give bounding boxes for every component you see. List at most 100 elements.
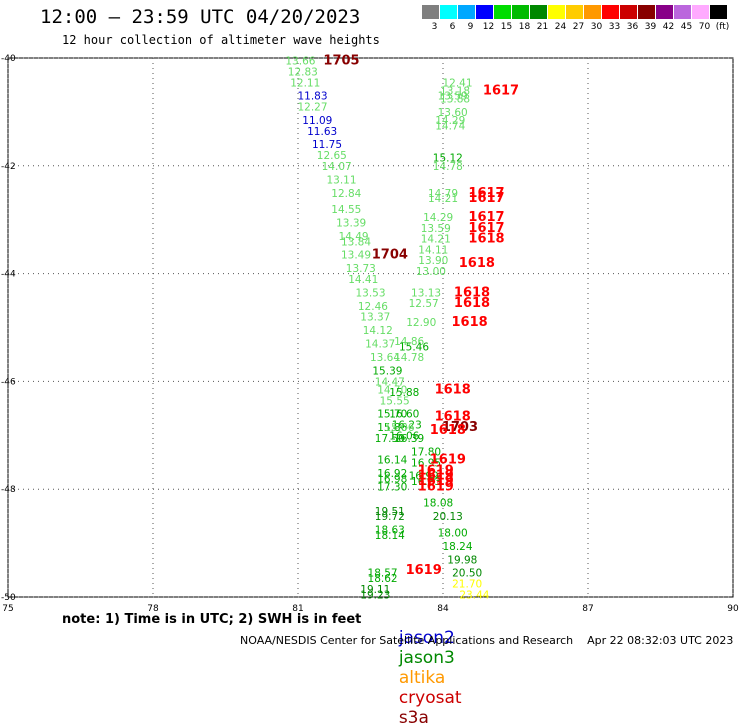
sat-cryosat: cryosat [398, 688, 462, 708]
wave-height-label: 14.29 [435, 115, 465, 127]
wave-height-label: 13.66 [285, 56, 315, 68]
wave-height-label: 16.14 [377, 455, 407, 467]
wave-height-label: 14.47 [375, 376, 405, 388]
colorbar-swatch [710, 5, 727, 19]
cycle-id-label: 1705 [323, 54, 359, 69]
wave-height-label: 13.11 [326, 174, 356, 186]
cycle-id-label: 1619 [418, 474, 454, 489]
wave-height-label: 18.24 [442, 541, 472, 553]
wave-height-label: 12.46 [358, 301, 388, 313]
cycle-id-label: 1619 [418, 463, 454, 478]
wave-height-label: 19.11 [360, 584, 390, 596]
cycle-id-label: 1617 [468, 191, 504, 206]
wave-height-label: 11.09 [302, 115, 332, 127]
wave-height-label: 12.11 [290, 77, 320, 89]
x-tick-label: 81 [292, 604, 303, 614]
wave-height-label: 16.63 [411, 476, 441, 488]
colorbar-swatch [656, 5, 673, 19]
colorbar-swatch [458, 5, 475, 19]
colorbar-swatch [566, 5, 583, 19]
wave-height-label: 18.57 [368, 568, 398, 580]
y-tick-label: -48 [1, 485, 16, 495]
wave-height-label: 16.92 [377, 468, 407, 480]
wave-height-label: 16.60 [389, 409, 419, 421]
chart-subtitle: 12 hour collection of altimeter wave hei… [62, 33, 380, 47]
colorbar-label: 45 [680, 22, 693, 32]
cycle-id-label: 1619 [418, 480, 454, 495]
altimeter-plot: 75 78 81 84 87 90 -40 -42 -44 -46 -48 -50 13.6612.83… [1, 54, 739, 614]
wave-height-label: 14.11 [418, 244, 448, 256]
wave-height-label: 17.30 [377, 482, 407, 494]
wave-height-label: 14.78 [394, 352, 424, 364]
y-tick-label: -42 [1, 162, 16, 172]
colorbar-swatch [620, 5, 637, 19]
colorbar-swatch [638, 5, 655, 19]
sat-jason2: jason2 [398, 628, 455, 648]
wave-height-label: 14.70 [377, 384, 407, 396]
cycle-id-label: 1617 [468, 186, 504, 201]
wave-height-label: 18.62 [368, 573, 398, 585]
wave-height-label: 20.13 [433, 511, 463, 523]
wave-height-label: 18.63 [375, 525, 405, 537]
colorbar-label: 39 [644, 22, 657, 32]
wave-height-label: 13.84 [341, 236, 371, 248]
chart-title: 12:00 — 23:59 UTC 04/20/2023 [40, 6, 361, 28]
colorbar-swatch [422, 5, 439, 19]
colorbar-label: 3 [431, 22, 438, 32]
wave-height-label: 15.46 [399, 341, 429, 353]
footnote: note: 1) Time is in UTC; 2) SWH is in fe… [62, 612, 362, 627]
wave-height-label: 15.12 [433, 153, 463, 165]
colorbar-swatch [692, 5, 709, 19]
y-tick-label: -40 [1, 54, 16, 64]
wave-height-label: 13.88 [440, 93, 470, 105]
cycle-id-label: 1618 [435, 382, 471, 397]
colorbar-label: (ft) [715, 22, 730, 32]
wave-height-label: 14.86 [394, 336, 424, 348]
wave-height-label: 15.39 [372, 366, 402, 378]
wave-height-label: 11.63 [307, 126, 337, 138]
x-tick-label: 84 [437, 604, 449, 614]
wave-height-label: 16.95 [411, 457, 441, 469]
credit-line: NOAA/NESDIS Center for Satellite Applica… [240, 634, 734, 647]
cycle-id-label: 1704 [372, 248, 408, 263]
wave-height-label: 15.86 [377, 422, 407, 434]
colorbar-label: 70 [698, 22, 711, 32]
colorbar-swatch [440, 5, 457, 19]
wave-height-label: 13.59 [438, 91, 468, 103]
colorbar-label: 24 [554, 22, 567, 32]
colorbar-label: 36 [626, 22, 639, 32]
cycle-id-label: 1619 [430, 453, 466, 468]
wave-height-label: 14.29 [423, 212, 453, 224]
wave-height-label: 13.53 [355, 287, 385, 299]
colorbar-label: 15 [500, 22, 513, 32]
wave-height-label: 13.00 [416, 266, 446, 278]
colorbar-swatch [548, 5, 565, 19]
wave-height-label: 14.21 [428, 193, 458, 205]
cycle-id-label: 1618 [451, 315, 487, 330]
wave-height-label: 14.49 [339, 231, 369, 243]
sat-s3a: s3a [398, 708, 429, 728]
colorbar-label: 12 [482, 22, 495, 32]
colorbar-label: 6 [449, 22, 456, 32]
wave-height-label: 14.37 [365, 339, 395, 351]
wave-height-label: 12.84 [331, 188, 361, 200]
cycle-id-label: 1618 [430, 423, 466, 438]
colorbar-label: 30 [590, 22, 603, 32]
colorbar-swatch [494, 5, 511, 19]
wave-height-label: 12.83 [288, 66, 318, 78]
wave-height-label: 13.90 [418, 255, 448, 267]
wave-height-label: 14.07 [322, 161, 352, 173]
cycle-id-label: 1619 [406, 563, 442, 578]
colorbar-label: 42 [662, 22, 675, 32]
cycle-id-label: 1617 [483, 83, 519, 98]
colorbar-label: 21 [536, 22, 549, 32]
wave-height-label: 16.39 [394, 433, 424, 445]
wave-height-label: 16.99 [409, 471, 439, 483]
wave-height-label: 21.70 [452, 579, 482, 591]
wave-height-label: 19.98 [447, 554, 477, 566]
wave-height-label: 16.98 [377, 473, 407, 485]
wave-height-label: 13.13 [411, 287, 441, 299]
wave-height-label: 12.90 [406, 317, 436, 329]
colorbar-swatch [674, 5, 691, 19]
wave-height-label: 18.08 [423, 498, 453, 510]
